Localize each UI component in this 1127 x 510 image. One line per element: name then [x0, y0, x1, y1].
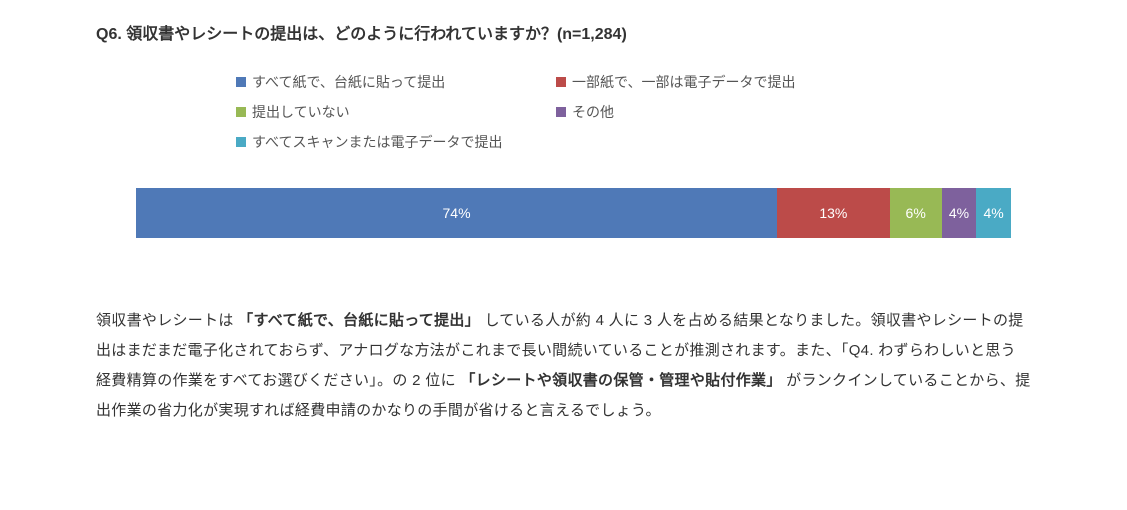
legend-swatch — [236, 77, 246, 87]
legend-label: すべてスキャンまたは電子データで提出 — [252, 132, 502, 152]
bar-segment: 4% — [976, 188, 1011, 238]
legend-item: すべて紙で、台紙に貼って提出 — [236, 72, 556, 92]
legend-row: すべてスキャンまたは電子データで提出 — [236, 132, 1031, 152]
legend-item: 一部紙で、一部は電子データで提出 — [556, 72, 876, 92]
chart-bar: 74% 13% 6% 4% 4% — [136, 188, 1011, 238]
bar-segment: 74% — [136, 188, 777, 238]
stacked-bar-chart: 74% 13% 6% 4% 4% — [136, 188, 1011, 238]
body-text-bold: 「すべて紙で、台紙に貼って提出」 — [238, 312, 480, 329]
legend-swatch — [556, 77, 566, 87]
body-text: 領収書やレシートは — [96, 312, 234, 329]
chart-title: Q6. 領収書やレシートの提出は、どのように行われていますか？(n=1,284) — [96, 20, 1031, 44]
bar-segment: 13% — [777, 188, 890, 238]
legend-swatch — [556, 107, 566, 117]
legend-label: その他 — [572, 102, 614, 122]
body-text-bold: 「レシートや領収書の保管・管理や貼付作業」 — [460, 372, 781, 389]
legend-swatch — [236, 107, 246, 117]
legend-label: 一部紙で、一部は電子データで提出 — [572, 72, 795, 92]
bar-segment: 4% — [942, 188, 977, 238]
legend-item: その他 — [556, 102, 876, 122]
legend-label: 提出していない — [252, 102, 350, 122]
legend-label: すべて紙で、台紙に貼って提出 — [252, 72, 445, 92]
legend-swatch — [236, 137, 246, 147]
legend-item: 提出していない — [236, 102, 556, 122]
bar-segment: 6% — [890, 188, 942, 238]
legend-row: 提出していない その他 — [236, 102, 1031, 122]
legend-item: すべてスキャンまたは電子データで提出 — [236, 132, 556, 152]
chart-legend: すべて紙で、台紙に貼って提出 一部紙で、一部は電子データで提出 提出していない … — [236, 72, 1031, 152]
legend-row: すべて紙で、台紙に貼って提出 一部紙で、一部は電子データで提出 — [236, 72, 1031, 92]
body-paragraph: 領収書やレシートは 「すべて紙で、台紙に貼って提出」 している人が約 4 人に … — [96, 306, 1031, 426]
